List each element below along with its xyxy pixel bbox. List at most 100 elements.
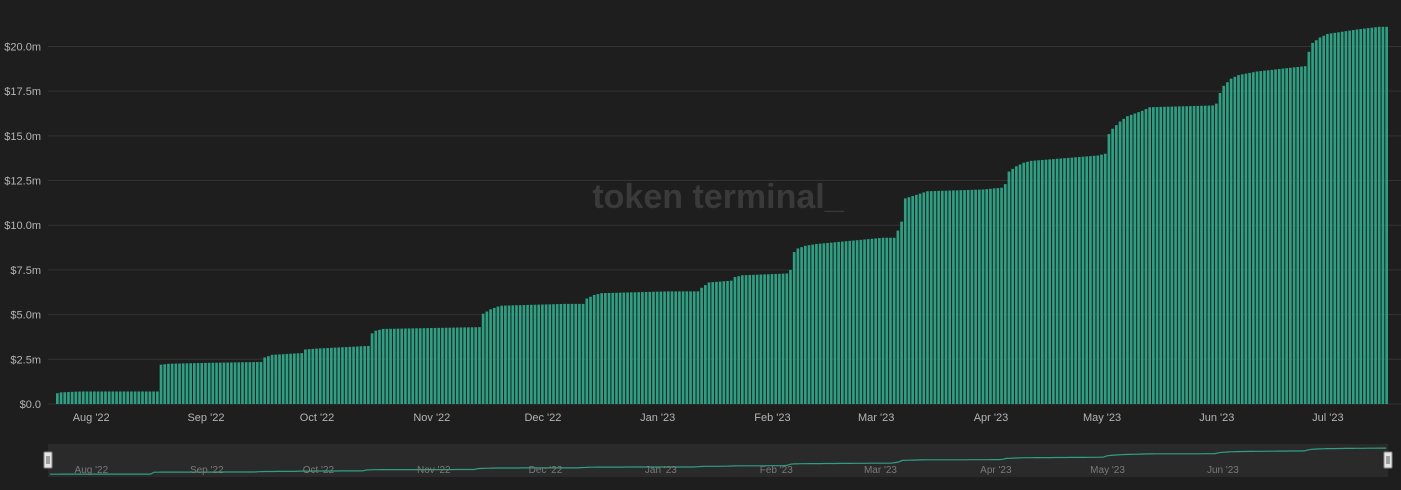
bar (1092, 155, 1096, 404)
bar (604, 293, 607, 404)
bar (1303, 66, 1307, 405)
range-end-handle[interactable] (1383, 451, 1393, 469)
bar (237, 362, 241, 404)
bar (241, 362, 244, 404)
bar (737, 276, 740, 404)
bar (1192, 105, 1196, 404)
bar (126, 391, 130, 404)
navigator-label: Aug '22 (75, 465, 109, 476)
navigator-label: Oct '22 (303, 465, 335, 476)
bar (1244, 73, 1248, 404)
bar (300, 353, 304, 404)
bar (330, 347, 333, 404)
bar (144, 391, 148, 404)
bar (411, 328, 415, 404)
bar (629, 292, 633, 404)
bar (589, 296, 592, 404)
bar (1148, 107, 1151, 405)
bar (355, 346, 359, 404)
bar (170, 363, 174, 404)
bar (770, 274, 774, 404)
bar (507, 305, 511, 404)
bar (729, 280, 733, 404)
bar (233, 362, 237, 404)
bar (633, 292, 637, 404)
bar (592, 294, 596, 404)
bar (1144, 109, 1148, 405)
bar (811, 244, 815, 404)
bar (274, 354, 278, 404)
bar (1318, 37, 1322, 404)
bar (1055, 158, 1059, 404)
bar (863, 239, 866, 404)
bar (118, 391, 122, 404)
bar (267, 356, 270, 404)
x-tick-label: Dec '22 (524, 412, 561, 424)
bar (1096, 155, 1100, 404)
x-tick-label: Aug '22 (73, 412, 110, 424)
bar (1159, 106, 1163, 404)
range-start-handle[interactable] (43, 451, 53, 469)
bar (637, 292, 641, 404)
y-tick-label: $7.5m (10, 265, 41, 277)
bar (1177, 106, 1181, 405)
bar (529, 304, 533, 404)
x-tick-label: Sep '22 (187, 412, 224, 424)
bar (903, 198, 907, 404)
bar (100, 391, 104, 404)
bar (933, 191, 937, 404)
bar (937, 190, 940, 404)
x-tick-label: May '23 (1083, 412, 1121, 424)
bar (844, 241, 848, 404)
bar (1118, 121, 1122, 404)
x-axis: Aug '22 Sep '22 Oct '22 Nov '22 Dec '22 Jan '… (73, 412, 1344, 424)
bar (1203, 105, 1207, 404)
bar (911, 196, 915, 404)
bar (722, 281, 726, 404)
bar (955, 190, 959, 404)
bar (374, 330, 378, 404)
bar (137, 391, 141, 404)
bar (966, 189, 970, 404)
bar (1214, 103, 1218, 404)
bar (848, 240, 852, 404)
bar (1074, 157, 1077, 404)
bar (1170, 106, 1174, 405)
handle-body (43, 451, 53, 469)
bar (59, 392, 63, 404)
navigator-label: Feb '23 (760, 465, 793, 476)
bar (1089, 156, 1092, 404)
bar (1000, 187, 1003, 404)
navigator-label: Jan '23 (645, 465, 677, 476)
navigator-series-line (49, 447, 1387, 475)
bar (367, 345, 370, 404)
bar (1252, 72, 1255, 404)
bar (1237, 75, 1240, 404)
bar (281, 354, 285, 404)
bar (1322, 35, 1326, 404)
bar (803, 245, 807, 404)
bar (881, 237, 885, 404)
bar (1381, 26, 1385, 404)
bar (215, 362, 218, 404)
bar (255, 362, 259, 404)
bar (1007, 171, 1011, 404)
bar (789, 269, 792, 404)
bar (926, 191, 929, 404)
bar (322, 348, 326, 404)
bar (1337, 32, 1340, 404)
bar (907, 197, 911, 404)
bar (670, 291, 674, 404)
bar (244, 362, 248, 404)
bar (1326, 33, 1329, 404)
bar (396, 328, 400, 404)
bar (452, 327, 455, 404)
navigator-label: Nov '22 (417, 465, 451, 476)
bar (718, 281, 722, 404)
range-navigator[interactable]: Aug '22 Sep '22 Oct '22 Nov '22 Dec '22 Jan '… (43, 444, 1393, 477)
bar (707, 282, 711, 404)
bar (578, 303, 581, 404)
bar (341, 347, 344, 404)
bar (1218, 92, 1222, 405)
